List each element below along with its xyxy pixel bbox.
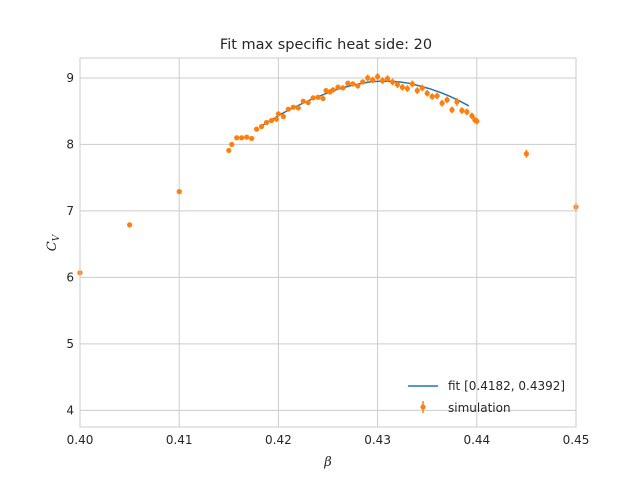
simulation-point [295,105,301,111]
simulation-point [523,151,530,157]
simulation-point [454,99,460,105]
simulation-point [305,99,311,106]
simulation-point [459,107,465,114]
simulation-point [275,111,281,117]
y-tick-label: 4 [66,403,74,417]
simulation-point [414,87,420,94]
simulation-point [263,119,270,126]
simulation-point [350,81,356,87]
simulation-point [419,85,425,91]
simulation-point [370,77,376,83]
x-axis-label: β [323,455,332,470]
simulation-point [404,85,410,92]
simulation-point [379,78,386,84]
simulation-point [244,134,250,140]
simulation-point [176,189,182,195]
simulation-point [226,147,232,154]
simulation-point [239,135,245,141]
simulation-point [384,76,391,82]
simulation-point [439,100,445,106]
y-tick-label: 7 [66,204,74,218]
simulation-point [399,84,405,90]
simulation-point [340,85,346,91]
simulation-point [315,94,321,100]
chart-title: Fit max specific heat side: 20 [220,37,432,53]
simulation-point [434,93,440,99]
simulation-point [424,90,430,96]
simulation-point [330,87,336,93]
y-tick-label: 5 [66,337,74,351]
simulation-point [360,79,366,85]
simulation-point [409,81,415,87]
x-tick-label: 0.40 [67,433,94,447]
simulation-point [310,95,316,101]
x-tick-label: 0.42 [265,433,292,447]
plot-frame [79,57,577,428]
simulation-point [323,87,329,94]
simulation-point [290,104,296,110]
y-tick-label: 9 [66,71,74,85]
simulation-point [258,123,265,130]
legend-fit-label: fit [0.4182, 0.4392] [448,379,565,393]
simulation-point [249,135,255,142]
simulation-point [229,141,235,148]
legend: fit [0.4182, 0.4392] simulation [408,379,565,415]
simulation-point [464,109,470,115]
simulation-point [285,106,291,112]
simulation-point [127,222,133,228]
simulation-point [280,113,286,120]
y-axis-label: CV [45,233,62,251]
simulation-point [273,116,280,122]
simulation-point [234,135,240,141]
simulation-point [375,74,381,80]
y-tick-label: 8 [66,137,74,151]
simulation-point [365,75,371,81]
y-tick-label: 6 [66,270,74,284]
x-tick-label: 0.44 [463,433,490,447]
simulation-series [77,73,579,276]
legend-simulation-marker [420,404,426,410]
simulation-point [444,97,450,103]
simulation-point [253,126,260,132]
x-tick-label: 0.41 [166,433,193,447]
simulation-point [389,79,396,85]
legend-simulation-label: simulation [448,401,511,415]
simulation-point [335,84,341,90]
simulation-point [320,95,326,102]
simulation-point [394,81,401,88]
simulation-point [300,98,306,104]
simulation-point [355,83,361,89]
simulation-point [449,107,455,113]
x-tick-label: 0.45 [563,433,590,447]
simulation-point [345,80,351,86]
tick-labels: 0.40 0.41 0.42 0.43 0.44 0.45 4 5 6 7 8 9 [66,71,589,447]
simulation-point [429,93,435,100]
simulation-point [474,118,480,124]
x-tick-label: 0.43 [364,433,391,447]
simulation-point [469,113,475,119]
simulation-point [268,117,275,124]
